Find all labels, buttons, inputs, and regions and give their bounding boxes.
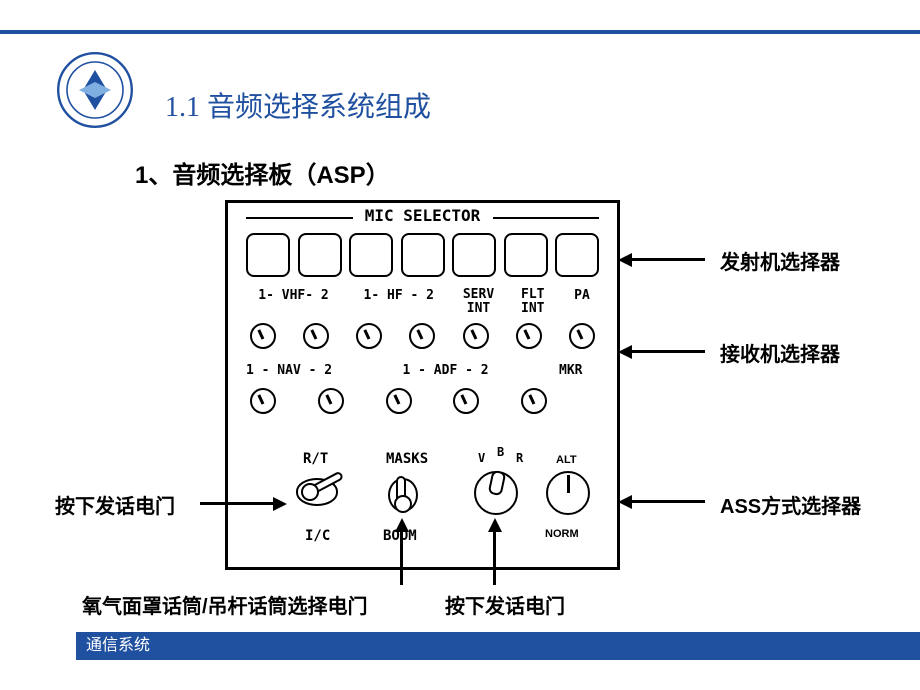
masks-boom-switch[interactable] [388,478,418,512]
callout-ptt-bottom: 按下发话电门 [445,590,565,619]
mic-btn-hf2[interactable] [401,233,445,277]
arrow-ptt-bottom [493,530,496,585]
rx-knob-adf2[interactable] [453,388,479,414]
callout-ass: ASS方式选择器 [720,490,861,519]
lbl-alt: ALT [556,454,577,466]
mic-button-row [246,233,599,277]
lbl-v: V [478,451,485,465]
arrow-ptt-left [200,502,275,505]
rx-knob-vhf2[interactable] [303,323,329,349]
lbl-ic: I/C [305,528,330,544]
label-row-2: 1 - NAV - 2 1 - ADF - 2 MKR [246,363,599,378]
lbl-adf: 1 - ADF - 2 [403,363,543,378]
rx-knob-hf2[interactable] [409,323,435,349]
top-accent-bar [0,30,920,34]
slide-subtitle: 1、音频选择板（ASP） [135,155,390,190]
lbl-mkr: MKR [559,363,599,378]
mic-btn-pa[interactable] [555,233,599,277]
callout-rx: 接收机选择器 [720,338,840,367]
lbl-b: B [497,445,504,459]
rx-knob-nav1[interactable] [250,388,276,414]
lbl-vhf: 1- VHF- 2 [246,288,341,318]
rx-knob-serv[interactable] [463,323,489,349]
rx-knob-adf1[interactable] [386,388,412,414]
rx-knob-row-1 [250,323,595,349]
lbl-rt: R/T [303,451,328,467]
rt-ic-switch[interactable] [296,478,338,506]
lbl-r: R [516,451,523,465]
ass-mode-knob[interactable] [546,471,590,515]
mic-btn-servint[interactable] [452,233,496,277]
rx-knob-row-2 [250,388,547,414]
mic-btn-vhf2[interactable] [298,233,342,277]
vbr-filter-knob[interactable] [474,471,518,515]
arrow-rx [630,350,705,353]
callout-mask: 氧气面罩话筒/吊杆话筒选择电门 [82,590,368,619]
lbl-flt: FLTINT [511,288,555,318]
callout-ptt-left: 按下发话电门 [55,490,175,519]
mic-btn-fltint[interactable] [504,233,548,277]
slide-title: 1.1 音频选择系统组成 [165,85,431,125]
rx-knob-mkr[interactable] [521,388,547,414]
lbl-hf: 1- HF - 2 [351,288,446,318]
lbl-masks: MASKS [386,451,428,467]
arrow-ass [630,500,705,503]
lbl-norm: NORM [545,528,579,540]
arrow-mask [400,530,403,585]
mic-btn-vhf1[interactable] [246,233,290,277]
university-logo [55,50,135,130]
lbl-pa: PA [565,288,599,318]
footer-bar: 通信系统 [76,632,920,660]
rx-knob-vhf1[interactable] [250,323,276,349]
panel-title: MIC SELECTOR [353,206,493,225]
lbl-serv: SERVINT [457,288,501,318]
rx-knob-nav2[interactable] [318,388,344,414]
callout-tx: 发射机选择器 [720,246,840,275]
rx-knob-pa[interactable] [569,323,595,349]
lbl-nav: 1 - NAV - 2 [246,363,386,378]
mic-btn-hf1[interactable] [349,233,393,277]
arrow-tx [630,258,705,261]
rx-knob-flt[interactable] [516,323,542,349]
label-row-1: 1- VHF- 2 1- HF - 2 SERVINT FLTINT PA [246,288,599,318]
asp-panel: MIC SELECTOR 1- VHF- 2 1- HF - 2 SERVINT… [225,200,620,570]
rx-knob-hf1[interactable] [356,323,382,349]
